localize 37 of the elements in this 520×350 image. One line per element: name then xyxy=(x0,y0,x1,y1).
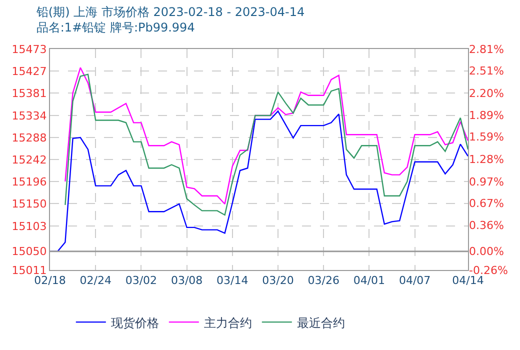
y-tick-label: 15050 xyxy=(12,245,47,258)
y-tick-label: 15381 xyxy=(12,86,47,100)
x-tick-label: 04/07 xyxy=(398,274,431,288)
y2-tick-label: 1.28% xyxy=(469,152,504,166)
x-tick-label: 03/08 xyxy=(170,274,203,288)
y2-tick-label: 0.67% xyxy=(469,196,504,210)
x-tick-label: 02/24 xyxy=(80,274,112,288)
x-tick-label: 03/14 xyxy=(216,274,248,288)
y2-tick-label: 1.89% xyxy=(469,109,504,122)
legend-label: 现货价格 xyxy=(110,316,159,330)
y2-tick-label: 2.51% xyxy=(469,64,504,78)
y2-tick-label: 0.36% xyxy=(469,219,504,232)
y-tick-label: 15242 xyxy=(12,153,47,166)
y-tick-label: 15196 xyxy=(12,175,47,188)
chart-title: 铅(期) 上海 市场价格 2023-02-18 - 2023-04-14 xyxy=(35,4,305,19)
x-tick-label: 03/20 xyxy=(262,274,294,288)
y2-tick-label: 1.59% xyxy=(469,130,504,144)
x-tick-label: 04/14 xyxy=(452,274,484,288)
legend-label: 主力合约 xyxy=(204,316,252,330)
y-tick-label: 15473 xyxy=(12,42,47,56)
y-tick-label: 15427 xyxy=(12,64,47,78)
y-tick-label: 15288 xyxy=(12,131,47,144)
y2-tick-label: 2.20% xyxy=(469,86,504,100)
y2-tick-label: 0.00% xyxy=(469,245,504,258)
y-tick-label: 15011 xyxy=(12,264,47,277)
chart-subtitle: 品名:1#铅锭 牌号:Pb99.994 xyxy=(36,20,195,34)
y2-tick-label: -0.26% xyxy=(469,264,508,277)
x-tick-label: 03/02 xyxy=(125,274,158,288)
x-tick-label: 03/26 xyxy=(308,274,340,288)
y-tick-label: 15150 xyxy=(12,197,47,210)
x-tick-label: 02/18 xyxy=(34,274,66,288)
legend-label: 最近合约 xyxy=(296,316,345,330)
y2-tick-label: 0.97% xyxy=(469,175,504,188)
y2-tick-label: 2.81% xyxy=(469,42,504,56)
x-tick-label: 04/01 xyxy=(353,274,386,288)
y-tick-label: 15334 xyxy=(12,109,47,122)
y-tick-label: 15103 xyxy=(12,220,47,233)
